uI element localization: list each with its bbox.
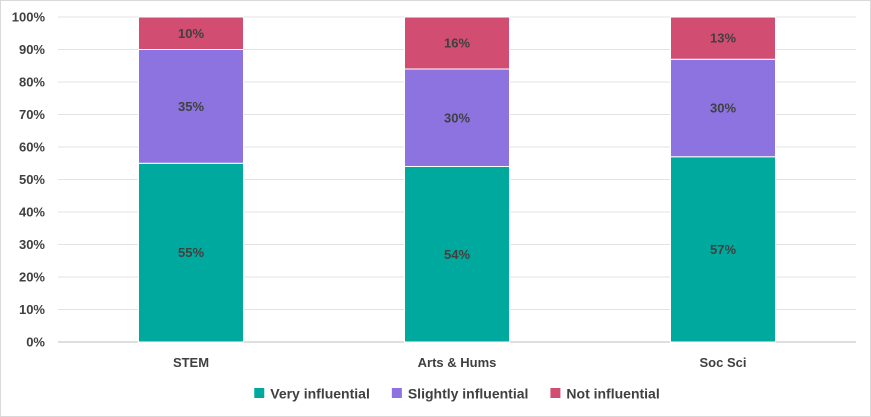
legend-swatch bbox=[254, 388, 265, 398]
bar-segment bbox=[670, 58, 776, 158]
y-tick-label: 10% bbox=[19, 302, 45, 317]
bar-segment bbox=[138, 16, 244, 50]
legend-label: Not influential bbox=[566, 386, 659, 402]
y-tick-label: 40% bbox=[19, 205, 45, 220]
data-label: 13% bbox=[710, 31, 736, 46]
bar-segment bbox=[138, 49, 244, 164]
bar-segment bbox=[138, 162, 244, 343]
y-tick-label: 50% bbox=[19, 172, 45, 187]
y-tick-label: 0% bbox=[26, 335, 45, 350]
legend-label: Slightly influential bbox=[408, 386, 529, 402]
x-tick-label: Arts & Hums bbox=[418, 355, 497, 370]
legend-swatch bbox=[391, 388, 402, 398]
bar-segment bbox=[670, 156, 776, 343]
data-label: 30% bbox=[710, 101, 736, 116]
data-label: 57% bbox=[710, 242, 736, 257]
y-tick-label: 100% bbox=[12, 10, 46, 25]
data-label: 35% bbox=[178, 99, 204, 114]
x-tick-label: Soc Sci bbox=[700, 355, 747, 370]
y-tick-label: 60% bbox=[19, 140, 45, 155]
y-tick-label: 30% bbox=[19, 237, 45, 252]
y-tick-label: 20% bbox=[19, 270, 45, 285]
x-tick-label: STEM bbox=[173, 355, 209, 370]
data-label: 16% bbox=[444, 36, 470, 51]
data-label: 54% bbox=[444, 247, 470, 262]
bar-segment bbox=[404, 16, 510, 70]
y-tick-label: 90% bbox=[19, 42, 45, 57]
bar-segment bbox=[404, 166, 510, 343]
data-label: 10% bbox=[178, 26, 204, 41]
y-tick-label: 80% bbox=[19, 75, 45, 90]
data-label: 55% bbox=[178, 245, 204, 260]
data-label: 30% bbox=[444, 110, 470, 125]
y-tick-label: 70% bbox=[19, 107, 45, 122]
legend-label: Very influential bbox=[270, 386, 370, 402]
legend-swatch bbox=[550, 388, 561, 398]
bar-segment bbox=[670, 16, 776, 60]
